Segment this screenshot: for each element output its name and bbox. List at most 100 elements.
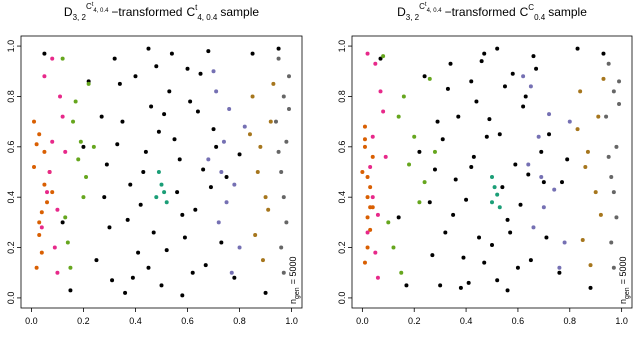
point	[81, 195, 86, 200]
point	[396, 215, 401, 220]
point	[91, 144, 96, 149]
title-part: C	[186, 5, 195, 19]
point	[201, 167, 206, 172]
point	[495, 46, 500, 51]
x-tick-label: 0.4	[129, 316, 142, 326]
title-part: t	[195, 3, 198, 12]
point	[279, 170, 284, 174]
point	[180, 293, 185, 298]
title-part: 3, 2	[406, 13, 420, 22]
point	[495, 278, 500, 283]
point	[482, 260, 487, 265]
point	[515, 265, 520, 270]
x-tick-label: 0.4	[460, 316, 473, 326]
point	[464, 197, 469, 202]
plot-frame	[351, 35, 633, 309]
point	[104, 162, 109, 167]
point	[365, 195, 370, 200]
point	[445, 86, 450, 91]
title-part: C	[520, 5, 529, 19]
point	[206, 49, 211, 54]
point	[588, 285, 593, 290]
point	[32, 164, 37, 169]
point	[190, 270, 195, 275]
x-tick-label: 0.0	[356, 316, 369, 326]
y-tick-label: 0.6	[6, 141, 16, 154]
point	[133, 74, 138, 79]
point	[224, 200, 229, 205]
point	[422, 74, 427, 79]
point	[562, 240, 567, 245]
point	[365, 175, 370, 180]
point	[164, 200, 169, 205]
point	[250, 94, 255, 99]
title-part: C	[528, 3, 534, 12]
point	[263, 290, 268, 295]
point	[232, 182, 237, 187]
point	[138, 202, 143, 207]
point	[73, 99, 78, 104]
point	[130, 275, 135, 280]
point	[211, 127, 216, 132]
point	[99, 114, 104, 119]
point	[443, 230, 448, 235]
point	[606, 154, 611, 159]
point	[583, 164, 588, 169]
point	[528, 258, 533, 263]
x-tick-label: 1.0	[615, 316, 628, 326]
point	[500, 185, 505, 190]
title-part: t	[425, 2, 427, 8]
point	[42, 74, 47, 79]
point	[214, 144, 219, 149]
point	[456, 114, 461, 119]
point	[575, 46, 580, 51]
point	[156, 170, 161, 174]
point	[495, 192, 500, 197]
point	[34, 265, 39, 270]
point	[417, 200, 422, 205]
point	[136, 250, 141, 255]
title-part: t	[92, 2, 94, 8]
point	[497, 132, 502, 137]
point	[242, 124, 247, 129]
point	[536, 134, 541, 139]
point	[614, 215, 619, 220]
point	[490, 200, 494, 205]
point	[381, 109, 386, 114]
point	[107, 225, 112, 230]
point	[360, 170, 365, 174]
point	[560, 180, 564, 185]
point	[453, 177, 458, 182]
point	[154, 64, 159, 69]
point	[237, 152, 242, 157]
y-tick-label: 0.0	[337, 292, 347, 305]
point	[146, 265, 151, 270]
point	[55, 207, 60, 212]
point	[177, 157, 182, 162]
point	[115, 142, 120, 147]
annotation-part: = 5000	[288, 257, 298, 285]
point	[94, 258, 99, 263]
point	[286, 107, 291, 112]
point	[531, 225, 536, 230]
point	[39, 250, 44, 255]
point	[125, 217, 130, 222]
point	[263, 195, 268, 200]
point	[260, 258, 265, 263]
point	[490, 243, 494, 248]
point	[149, 104, 154, 109]
point	[412, 134, 417, 139]
point	[273, 119, 278, 124]
y-tick-label: 0.2	[337, 241, 347, 254]
point	[547, 132, 552, 137]
point	[505, 217, 510, 222]
y-tick-label: 0.6	[337, 141, 347, 154]
point	[180, 212, 185, 217]
point	[373, 250, 378, 255]
point	[42, 149, 47, 154]
point	[151, 230, 156, 235]
x-tick-label: 0.2	[408, 316, 421, 326]
point	[208, 185, 213, 190]
point	[604, 114, 609, 119]
point	[617, 102, 622, 106]
